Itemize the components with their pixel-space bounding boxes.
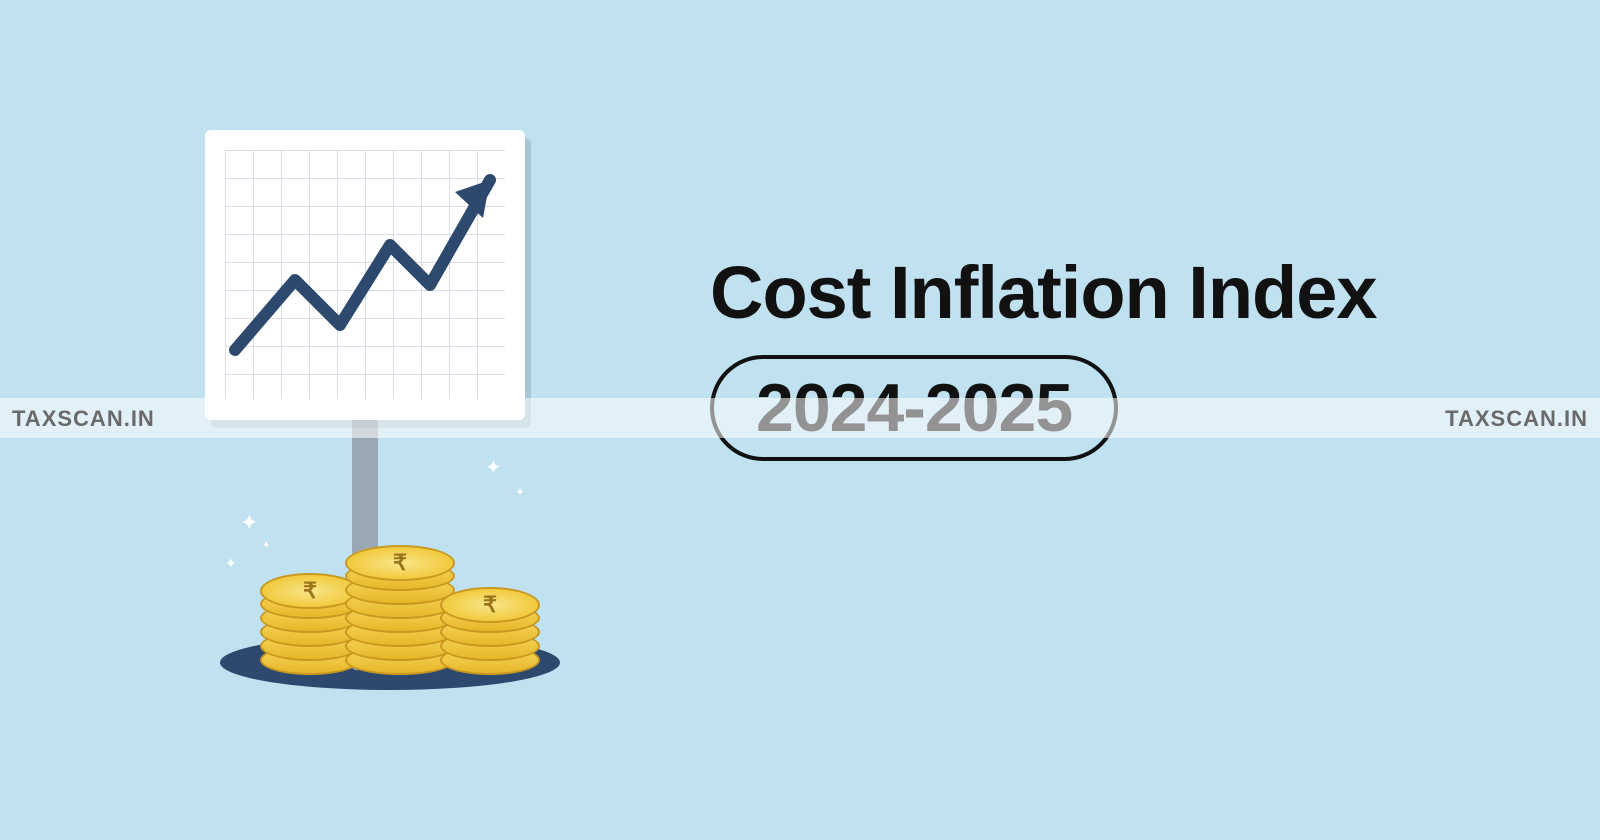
sparkle-icon: ✦: [262, 540, 270, 551]
coin-stack: ₹: [345, 541, 455, 675]
sparkle-icon: ✦: [240, 510, 258, 536]
watermark-bar: TAXSCAN.IN TAXSCAN.IN: [0, 398, 1600, 438]
sparkle-icon: ✦: [485, 455, 502, 480]
sparkle-icon: ✦: [225, 555, 237, 572]
sparkle-icon: ✦: [515, 485, 525, 499]
coin-top: ₹: [345, 545, 455, 581]
coin-stack: ₹: [440, 583, 540, 675]
page-title: Cost Inflation Index: [710, 250, 1377, 335]
chart-grid: [225, 150, 505, 400]
growth-arrow-icon: [225, 150, 505, 400]
coin-top: ₹: [440, 587, 540, 623]
watermark-right: TAXSCAN.IN: [1445, 406, 1588, 432]
watermark-left: TAXSCAN.IN: [12, 406, 155, 432]
chart-board: [205, 130, 525, 420]
